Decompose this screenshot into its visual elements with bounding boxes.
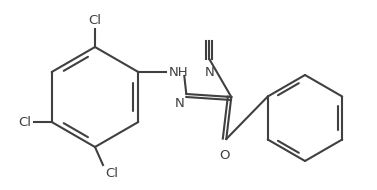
- Text: Cl: Cl: [105, 167, 118, 180]
- Text: NH: NH: [168, 66, 188, 78]
- Text: Cl: Cl: [89, 14, 101, 27]
- Text: N: N: [175, 97, 184, 110]
- Text: O: O: [219, 149, 230, 162]
- Text: N: N: [204, 66, 214, 79]
- Text: Cl: Cl: [19, 116, 32, 128]
